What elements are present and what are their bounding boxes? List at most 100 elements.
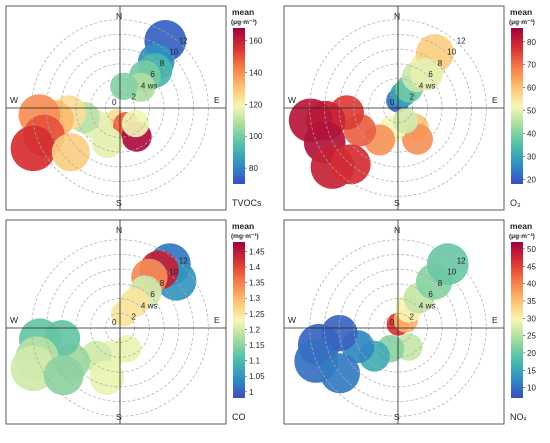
ws-label: 8 bbox=[160, 279, 165, 288]
legend-tick-label: 140 bbox=[249, 69, 263, 78]
legend-tick-label: 1.1 bbox=[249, 357, 261, 366]
direction-s: S bbox=[116, 198, 122, 208]
pollutant-label: TVOCs bbox=[232, 198, 262, 208]
color-legend: mean (μg·m⁻³) 10 15 20 25 30 35 40 45 50 NOₓ bbox=[509, 221, 536, 422]
ws-origin-label: 0 bbox=[112, 318, 117, 327]
ws-label: 4 ws bbox=[141, 82, 157, 91]
legend-title: mean bbox=[510, 221, 532, 231]
color-legend: mean (μg·m⁻³) 80 100 120 140 160 TVOCs bbox=[231, 7, 263, 208]
legend-tick-label: 80 bbox=[527, 38, 536, 47]
ws-label: 8 bbox=[160, 59, 165, 68]
legend-unit: (μg·m⁻³) bbox=[231, 19, 257, 26]
heat-cell bbox=[89, 360, 124, 396]
direction-e: E bbox=[492, 95, 498, 105]
legend-tick-label: 15 bbox=[527, 366, 536, 375]
legend-tick-label: 1.15 bbox=[249, 341, 265, 350]
heat-cell bbox=[43, 355, 84, 396]
ws-label: 6 bbox=[428, 70, 433, 79]
ws-label: 8 bbox=[438, 279, 443, 288]
ws-label: 12 bbox=[457, 256, 466, 265]
legend-tick-label: 30 bbox=[527, 153, 536, 162]
legend-title: mean bbox=[232, 7, 254, 17]
ws-label: 12 bbox=[179, 256, 188, 265]
legend-tick-label: 70 bbox=[527, 61, 536, 70]
direction-w: W bbox=[288, 95, 296, 105]
direction-e: E bbox=[492, 315, 498, 325]
ws-label: 8 bbox=[438, 59, 443, 68]
legend-tick-label: 10 bbox=[527, 384, 536, 393]
direction-n: N bbox=[116, 11, 122, 21]
legend-tick-label: 40 bbox=[527, 130, 536, 139]
panel-frame bbox=[283, 219, 505, 425]
legend-tick-label: 50 bbox=[527, 107, 536, 116]
ws-label: 6 bbox=[150, 70, 155, 79]
legend-tick-label: 30 bbox=[527, 314, 536, 323]
legend-colorbar bbox=[233, 242, 245, 398]
ws-label: 12 bbox=[179, 36, 188, 45]
panel-frame bbox=[5, 219, 227, 425]
direction-w: W bbox=[10, 315, 18, 325]
ws-origin-label: 0 bbox=[390, 318, 395, 327]
legend-tick-label: 160 bbox=[249, 37, 263, 46]
legend-tick-label: 80 bbox=[249, 164, 258, 173]
direction-s: S bbox=[394, 198, 400, 208]
legend-tick-label: 1.05 bbox=[249, 372, 265, 381]
direction-w: W bbox=[10, 95, 18, 105]
heat-cell bbox=[91, 127, 123, 159]
legend-colorbar bbox=[511, 28, 523, 184]
ws-label: 2 bbox=[410, 313, 415, 322]
legend-colorbar bbox=[233, 28, 245, 184]
legend-unit: (μg·m⁻³) bbox=[509, 233, 535, 240]
ws-label: 6 bbox=[428, 290, 433, 299]
panel-frame bbox=[283, 5, 505, 211]
ws-label: 10 bbox=[169, 48, 178, 57]
ws-label: 4 ws bbox=[419, 82, 435, 91]
direction-n: N bbox=[116, 225, 122, 235]
ws-label: 10 bbox=[447, 268, 456, 277]
polar-heat-layer bbox=[288, 34, 455, 189]
legend-title: mean bbox=[232, 221, 254, 231]
polar-heat-layer bbox=[10, 243, 197, 396]
legend-tick-label: 20 bbox=[527, 349, 536, 358]
color-legend: mean (μg·m⁻³) 20 30 40 50 60 70 80 O₃ bbox=[509, 7, 536, 208]
heat-cell bbox=[426, 243, 469, 286]
direction-n: N bbox=[394, 225, 400, 235]
pollutant-label: O₃ bbox=[510, 198, 521, 208]
direction-e: E bbox=[214, 315, 220, 325]
heat-cell bbox=[121, 109, 150, 138]
direction-e: E bbox=[214, 95, 220, 105]
color-legend: mean (mg·m⁻³) 1 1.05 1.1 1.15 1.2 1.25 1.3 1.35 1.… bbox=[231, 221, 265, 422]
legend-tick-label: 1.35 bbox=[249, 279, 265, 288]
ws-label: 4 ws bbox=[419, 302, 435, 311]
legend-tick-label: 100 bbox=[249, 132, 263, 141]
ws-label: 4 ws bbox=[141, 302, 157, 311]
ws-label: 2 bbox=[410, 93, 415, 102]
legend-title: mean bbox=[510, 7, 532, 17]
ws-origin-label: 0 bbox=[112, 98, 117, 107]
ws-label: 2 bbox=[132, 313, 137, 322]
ws-label: 12 bbox=[457, 36, 466, 45]
legend-tick-label: 60 bbox=[527, 84, 536, 93]
legend-tick-label: 1.4 bbox=[249, 263, 261, 272]
legend-tick-label: 1.25 bbox=[249, 310, 265, 319]
legend-tick-label: 1.45 bbox=[249, 247, 265, 256]
legend-tick-label: 120 bbox=[249, 100, 263, 109]
heat-cell bbox=[410, 57, 443, 91]
direction-s: S bbox=[116, 412, 122, 422]
pollutant-label: NOₓ bbox=[510, 412, 527, 422]
pollutant-label: CO bbox=[232, 412, 246, 422]
legend-tick-label: 50 bbox=[527, 245, 536, 254]
heat-cell bbox=[110, 72, 138, 101]
legend-tick-label: 40 bbox=[527, 280, 536, 289]
ws-label: 10 bbox=[447, 48, 456, 57]
heat-cell bbox=[51, 133, 90, 172]
heat-cell bbox=[10, 125, 56, 172]
legend-unit: (μg·m⁻³) bbox=[509, 19, 535, 26]
ws-label: 6 bbox=[150, 290, 155, 299]
legend-unit: (mg·m⁻³) bbox=[231, 233, 259, 240]
legend-tick-label: 25 bbox=[527, 332, 536, 341]
